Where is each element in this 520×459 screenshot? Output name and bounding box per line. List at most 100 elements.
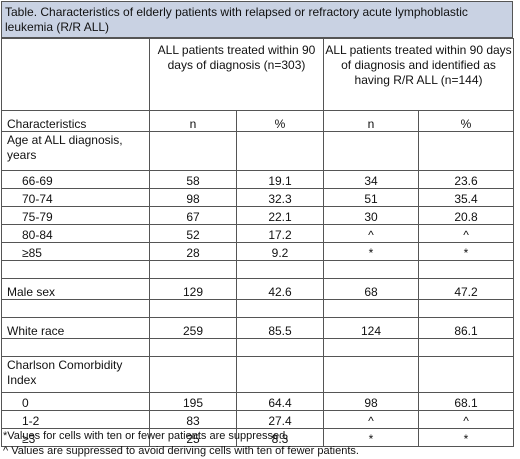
cell-percent: 68.1 (417, 392, 515, 411)
empty-cell (1, 299, 150, 318)
table-row: Male sex 129 42.6 68 47.2 (1, 278, 515, 300)
cell-percent: ^ (417, 410, 515, 429)
table-row: 75-79 67 22.1 30 20.8 (1, 206, 515, 225)
cell-percent: 47.2 (417, 278, 515, 300)
cell-n: 28 (149, 242, 237, 261)
empty-cell (417, 131, 515, 171)
row-label: ≥3 (1, 428, 150, 447)
row-label: 0 (1, 392, 150, 411)
cell-percent: 20.8 (417, 206, 515, 225)
row-label: 75-79 (1, 206, 150, 225)
row-label: ≥85 (1, 242, 150, 261)
table-row: ≥85 28 9.2 * * (1, 242, 515, 261)
empty-cell (1, 260, 150, 279)
cell-percent: * (417, 428, 515, 447)
cell-n: 30 (323, 206, 419, 225)
spacer-row (1, 338, 515, 357)
cell-n: 51 (323, 188, 419, 207)
table-row: White race 259 85.5 124 86.1 (1, 317, 515, 339)
characteristics-table: ALL patients treated within 90 days of d… (1, 38, 515, 447)
section-header-row: Charlson Comorbidity Index (1, 356, 515, 393)
column-header-n: n (149, 110, 237, 132)
cell-percent: 86.1 (417, 317, 515, 339)
cell-n: 124 (323, 317, 419, 339)
table-title: Table. Characteristics of elderly patien… (1, 1, 513, 38)
cell-percent: 64.4 (236, 392, 324, 411)
cell-percent: 8.3 (236, 428, 324, 447)
cell-n: 129 (149, 278, 237, 300)
table-row: 0 195 64.4 98 68.1 (1, 392, 515, 411)
spacer-row (1, 299, 515, 318)
cell-n: 195 (149, 392, 237, 411)
empty-cell (149, 356, 237, 393)
empty-cell (149, 260, 237, 279)
column-header-row: Characteristics n % n % (1, 110, 515, 132)
empty-cell (417, 260, 515, 279)
cell-n: 34 (323, 170, 419, 189)
footnote-derived: ^ Values are suppressed to avoid derivin… (3, 445, 359, 457)
empty-cell (323, 260, 419, 279)
cell-percent: 32.3 (236, 188, 324, 207)
empty-cell (323, 131, 419, 171)
column-header-percent: % (417, 110, 515, 132)
cell-n: ^ (323, 410, 419, 429)
cell-n: ^ (323, 224, 419, 243)
cell-percent: 22.1 (236, 206, 324, 225)
empty-cell (417, 299, 515, 318)
row-label: 1-2 (1, 410, 150, 429)
empty-cell (1, 338, 150, 357)
section-header-age: Age at ALL diagnosis, years (1, 131, 150, 171)
cell-percent: 35.4 (417, 188, 515, 207)
empty-cell (236, 131, 324, 171)
group-header-rr-all: ALL patients treated within 90 days of d… (322, 38, 515, 111)
empty-cell (236, 338, 324, 357)
section-header-row: Age at ALL diagnosis, years (1, 131, 515, 171)
empty-cell (323, 356, 419, 393)
cell-n: 98 (323, 392, 419, 411)
cell-percent: 9.2 (236, 242, 324, 261)
row-label: White race (1, 317, 150, 339)
cell-n: * (323, 242, 419, 261)
empty-cell (236, 356, 324, 393)
table-row: ≥3 25 8.3 * * (1, 428, 515, 447)
empty-cell (149, 338, 237, 357)
empty-cell (417, 356, 515, 393)
empty-cell (323, 338, 419, 357)
cell-n: 68 (323, 278, 419, 300)
cell-n: 259 (149, 317, 237, 339)
cell-n: 52 (149, 224, 237, 243)
group-header-all-patients: ALL patients treated within 90 days of d… (149, 38, 324, 111)
table-row: 80-84 52 17.2 ^ ^ (1, 224, 515, 243)
footnote-suppressed: *Values for cells with ten or fewer pati… (3, 430, 289, 442)
cell-percent: 23.6 (417, 170, 515, 189)
cell-percent: 42.6 (236, 278, 324, 300)
cell-n: 58 (149, 170, 237, 189)
group-header-row: ALL patients treated within 90 days of d… (1, 38, 515, 111)
row-label: 80-84 (1, 224, 150, 243)
spacer-row (1, 260, 515, 279)
cell-n: 83 (149, 410, 237, 429)
cell-percent: 19.1 (236, 170, 324, 189)
cell-percent: * (417, 242, 515, 261)
cell-percent: 17.2 (236, 224, 324, 243)
column-header-percent: % (236, 110, 324, 132)
empty-cell (149, 299, 237, 318)
cell-percent: 27.4 (236, 410, 324, 429)
column-header-n: n (323, 110, 419, 132)
table-row: 70-74 98 32.3 51 35.4 (1, 188, 515, 207)
section-header-charlson: Charlson Comorbidity Index (1, 356, 150, 393)
empty-cell (417, 338, 515, 357)
row-label: 66-69 (1, 170, 150, 189)
empty-cell (236, 260, 324, 279)
empty-cell (323, 299, 419, 318)
column-header-characteristics: Characteristics (1, 110, 150, 132)
empty-cell (149, 131, 237, 171)
empty-cell (236, 299, 324, 318)
table-row: 1-2 83 27.4 ^ ^ (1, 410, 515, 429)
row-label: 70-74 (1, 188, 150, 207)
cell-percent: ^ (417, 224, 515, 243)
row-label: Male sex (1, 278, 150, 300)
cell-n: 67 (149, 206, 237, 225)
table-row: 66-69 58 19.1 34 23.6 (1, 170, 515, 189)
empty-header-cell (1, 38, 150, 111)
